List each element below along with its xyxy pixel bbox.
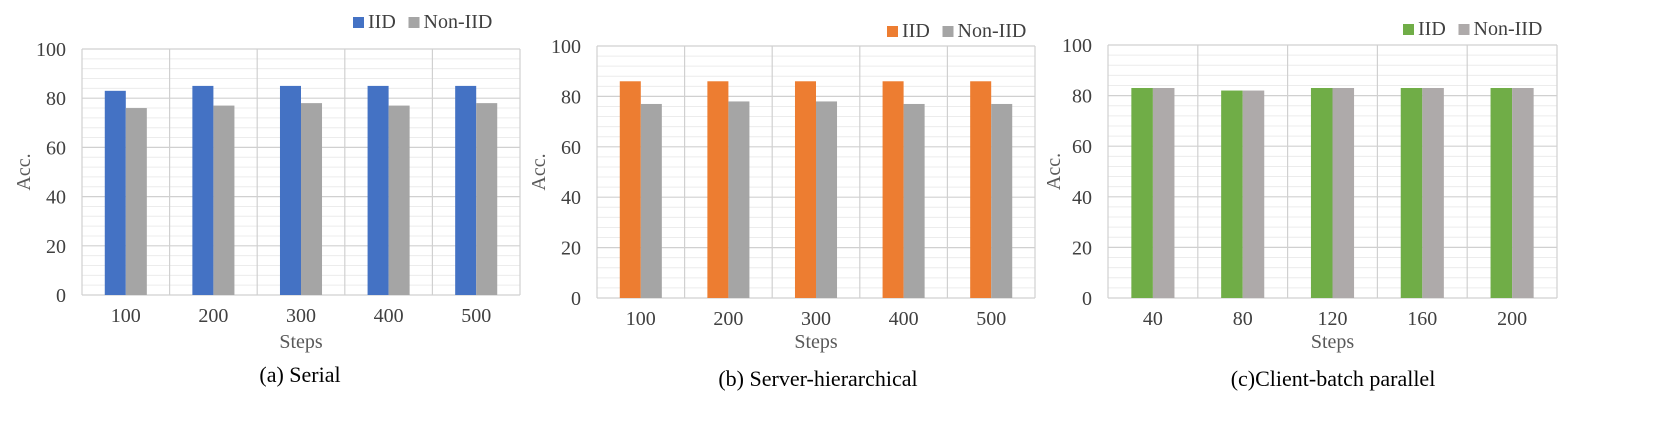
bar-iid-200	[192, 85, 214, 296]
legend-item-iid: IID	[1403, 18, 1446, 40]
x-tick-label: 300	[286, 305, 316, 327]
y-tick-label: 80	[46, 88, 66, 110]
y-axis-title: Acc.	[528, 153, 550, 190]
bar-iid-300	[279, 85, 301, 296]
bar-iid-500	[970, 81, 992, 298]
y-tick-label: 100	[36, 39, 66, 61]
chart-panel-1: 0 20 40 60 80 100 100 200 300 400 500 Steps Acc. (a) …	[13, 11, 521, 387]
x-tick-label: 100	[626, 308, 656, 330]
y-tick-label: 100	[1062, 35, 1092, 57]
bar-non-iid-200	[728, 101, 750, 298]
y-tick-label: 20	[1072, 237, 1092, 259]
bar-non-iid-80	[1242, 90, 1265, 298]
legend-label: Non-IID	[958, 20, 1027, 42]
x-tick-label: 200	[198, 305, 228, 327]
chart-caption: (a) Serial	[259, 362, 340, 387]
y-tick-label: 60	[561, 137, 581, 159]
chart-caption: (c)Client-batch parallel	[1231, 366, 1436, 391]
bar-iid-160	[1400, 88, 1423, 298]
legend-swatch	[353, 17, 364, 28]
legend-item-iid: IID	[887, 20, 930, 42]
legend-swatch	[887, 26, 898, 37]
x-axis-title: Steps	[794, 331, 838, 353]
x-tick-label: 160	[1407, 308, 1437, 330]
bar-iid-400	[367, 85, 389, 296]
bar-iid-400	[882, 81, 904, 298]
legend-label: IID	[368, 11, 396, 33]
y-tick-label: 80	[1072, 86, 1092, 108]
bar-iid-100	[104, 90, 126, 295]
chart-legend: IID Non-IID	[887, 20, 1026, 42]
legend-item-non-iid: Non-IID	[1458, 18, 1543, 40]
legend-label: Non-IID	[1474, 18, 1543, 40]
legend-swatch	[1458, 24, 1470, 35]
legend-label: IID	[1418, 18, 1446, 40]
chart-caption: (b) Server-hierarchical	[718, 366, 917, 391]
legend-swatch	[1403, 24, 1414, 35]
bar-non-iid-160	[1422, 88, 1444, 298]
x-tick-label: 500	[976, 308, 1006, 330]
y-axis-title: Acc.	[1043, 153, 1065, 190]
bar-non-iid-400	[388, 105, 410, 295]
bar-non-iid-300	[816, 101, 838, 298]
bar-iid-80	[1221, 90, 1243, 298]
x-tick-label: 500	[461, 305, 491, 327]
bar-non-iid-100	[640, 103, 662, 299]
x-tick-label: 400	[889, 308, 919, 330]
bar-non-iid-200	[1512, 88, 1534, 298]
bar-non-iid-300	[301, 103, 323, 296]
y-tick-label: 100	[551, 36, 581, 58]
x-tick-label: 300	[801, 308, 831, 330]
bar-non-iid-200	[213, 105, 235, 295]
bar-iid-300	[794, 81, 816, 298]
legend-item-non-iid: Non-IID	[942, 20, 1027, 42]
bar-non-iid-100	[125, 108, 147, 295]
bar-non-iid-120	[1332, 88, 1355, 298]
x-tick-label: 40	[1143, 308, 1163, 330]
y-axis-title: Acc.	[13, 153, 35, 190]
legend-label: IID	[902, 20, 930, 42]
bar-non-iid-500	[991, 103, 1013, 299]
bar-iid-40	[1131, 88, 1153, 298]
y-tick-label: 40	[561, 187, 581, 209]
bar-non-iid-500	[476, 103, 498, 296]
x-axis-title: Steps	[279, 331, 323, 353]
y-tick-label: 60	[46, 137, 66, 159]
legend-swatch	[408, 17, 420, 28]
chart-panel-3: 0 20 40 60 80 100 40 80 120 160 200 Steps Acc. (c)Cli…	[1043, 18, 1558, 391]
y-tick-label: 40	[1072, 187, 1092, 209]
chart-legend: IID Non-IID	[353, 11, 492, 33]
bar-iid-100	[619, 81, 641, 298]
y-tick-label: 20	[561, 238, 581, 260]
x-tick-label: 400	[374, 305, 404, 327]
y-tick-label: 0	[56, 285, 66, 307]
x-tick-label: 100	[111, 305, 141, 327]
bar-iid-500	[455, 85, 477, 296]
x-tick-label: 80	[1233, 308, 1253, 330]
x-tick-label: 200	[1497, 308, 1527, 330]
x-tick-label: 120	[1318, 308, 1348, 330]
bar-non-iid-40	[1152, 88, 1175, 298]
bar-non-iid-400	[903, 103, 925, 299]
x-axis-title: Steps	[1311, 331, 1355, 353]
y-tick-label: 20	[46, 236, 66, 258]
bar-iid-200	[1490, 88, 1513, 298]
y-tick-label: 40	[46, 187, 66, 209]
bar-iid-200	[707, 81, 729, 298]
y-tick-label: 0	[571, 288, 581, 310]
y-tick-label: 60	[1072, 136, 1092, 158]
chart-panel-2: 0 20 40 60 80 100 100 200 300 400 500 Steps Acc. (b) …	[528, 20, 1036, 391]
y-tick-label: 80	[561, 86, 581, 108]
chart-legend: IID Non-IID	[1403, 18, 1542, 40]
bar-iid-120	[1310, 88, 1333, 298]
legend-item-non-iid: Non-IID	[408, 11, 493, 33]
legend-item-iid: IID	[353, 11, 396, 33]
legend-swatch	[942, 26, 954, 37]
y-tick-label: 0	[1082, 288, 1092, 310]
x-tick-label: 200	[713, 308, 743, 330]
legend-label: Non-IID	[424, 11, 493, 33]
